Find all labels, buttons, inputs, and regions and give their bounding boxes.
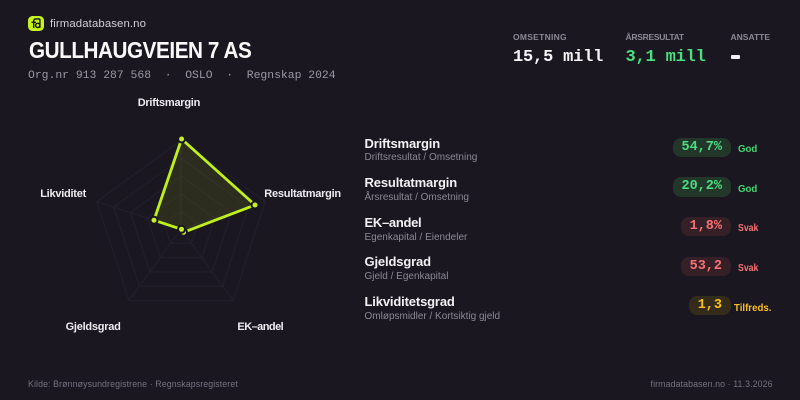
svg-text:Driftsmargin: Driftsmargin bbox=[138, 97, 201, 109]
svg-text:Gjeldsgrad: Gjeldsgrad bbox=[66, 321, 121, 333]
svg-text:Resultatmargin: Resultatmargin bbox=[264, 188, 341, 200]
svg-text:EK–andel: EK–andel bbox=[237, 321, 283, 333]
svg-text:Likviditet: Likviditet bbox=[40, 188, 86, 200]
